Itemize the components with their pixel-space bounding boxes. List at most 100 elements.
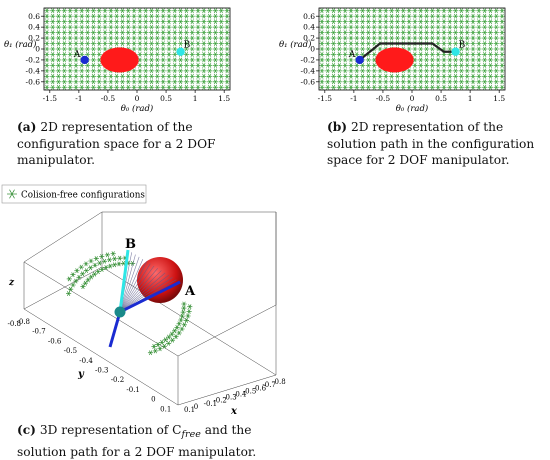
- free-config-marker: [137, 19, 143, 25]
- free-config-marker: [50, 73, 56, 79]
- free-config-marker: [354, 24, 360, 30]
- free-config-marker-stroke: [384, 24, 388, 30]
- free-config-marker: [212, 84, 219, 90]
- free-config-marker: [189, 24, 195, 30]
- free-config-marker-stroke: [320, 62, 324, 68]
- free-config-marker-stroke: [91, 73, 96, 79]
- free-config-marker-stroke: [494, 19, 498, 25]
- free-config-point-stroke: [121, 260, 126, 266]
- free-config-marker-stroke: [326, 79, 330, 85]
- free-config-marker: [441, 84, 447, 90]
- free-config-marker-stroke: [442, 41, 446, 46]
- free-config-marker: [224, 24, 230, 30]
- free-config-marker-stroke: [85, 52, 90, 57]
- free-config-marker: [172, 79, 178, 85]
- free-config-marker: [482, 24, 488, 30]
- free-config-marker: [201, 19, 207, 25]
- free-config-marker-stroke: [471, 19, 475, 25]
- free-config-marker-stroke: [225, 35, 229, 41]
- caption-a: (a) 2D representation of the configurati…: [17, 119, 257, 169]
- free-config-marker-stroke: [178, 30, 183, 36]
- free-config-point: [68, 286, 74, 292]
- free-config-marker: [482, 30, 488, 36]
- free-config-marker-stroke: [477, 41, 481, 46]
- free-config-marker-stroke: [343, 79, 347, 85]
- box-edge: [23, 211, 103, 263]
- free-config-marker: [342, 30, 348, 36]
- free-config-marker: [348, 8, 354, 14]
- free-config-marker: [487, 57, 494, 63]
- free-config-marker-stroke: [448, 8, 452, 14]
- free-config-marker: [218, 13, 224, 19]
- free-config-marker: [189, 84, 195, 90]
- free-config-point: [155, 342, 161, 347]
- free-config-point-stroke: [179, 317, 183, 323]
- free-config-marker: [212, 52, 219, 57]
- free-config-point-stroke: [118, 255, 122, 261]
- free-config-marker: [359, 8, 366, 14]
- free-config-marker-stroke: [132, 84, 136, 90]
- free-config-marker: [377, 79, 383, 85]
- free-config-marker: [389, 19, 395, 25]
- free-config-marker: [212, 62, 219, 68]
- free-config-marker: [96, 73, 102, 79]
- free-config-marker: [137, 62, 143, 68]
- free-config-marker: [90, 79, 97, 85]
- free-config-marker-stroke: [372, 57, 376, 63]
- free-config-point: [93, 256, 99, 261]
- free-config-marker-stroke: [68, 35, 72, 41]
- free-config-marker: [354, 68, 360, 74]
- free-config-marker: [131, 84, 137, 90]
- free-config-marker-stroke: [349, 8, 353, 14]
- free-config-marker-stroke: [453, 79, 458, 85]
- free-config-point: [103, 265, 109, 271]
- free-config-marker: [394, 19, 401, 25]
- free-config-point-stroke: [152, 343, 156, 349]
- free-config-marker-stroke: [103, 41, 107, 46]
- free-config-marker-stroke: [196, 19, 200, 25]
- free-config-marker-stroke: [178, 24, 183, 30]
- free-config-marker: [348, 30, 354, 36]
- free-config-marker: [330, 68, 337, 74]
- free-config-marker: [160, 41, 166, 46]
- free-config-marker: [79, 24, 85, 30]
- free-config-marker-stroke: [430, 73, 434, 79]
- free-config-marker-stroke: [483, 57, 487, 63]
- free-config-marker-stroke: [483, 79, 487, 85]
- free-config-marker: [44, 41, 50, 46]
- free-config-marker-stroke: [488, 19, 493, 25]
- free-config-marker-stroke: [360, 30, 365, 36]
- free-config-marker: [61, 35, 67, 41]
- free-config-marker: [342, 79, 348, 85]
- point-label-b: B: [184, 41, 191, 51]
- free-config-marker-stroke: [115, 35, 119, 41]
- free-config-marker-stroke: [494, 84, 498, 90]
- free-config-marker: [371, 13, 377, 19]
- free-config-marker: [365, 46, 372, 52]
- free-config-marker: [79, 62, 85, 68]
- free-config-marker-stroke: [74, 68, 78, 74]
- free-config-marker: [55, 73, 62, 79]
- free-config-marker-stroke: [45, 35, 49, 41]
- free-config-marker-stroke: [395, 30, 400, 36]
- free-config-marker-stroke: [80, 13, 84, 19]
- x-tick-label: -1.5: [43, 94, 58, 103]
- free-config-marker: [61, 30, 67, 36]
- free-config-marker-stroke: [103, 13, 107, 19]
- legend-marker-stroke: [9, 189, 15, 199]
- free-config-marker-stroke: [372, 84, 376, 90]
- free-config-marker-stroke: [126, 35, 130, 41]
- free-config-marker: [458, 35, 465, 41]
- free-config-point-stroke: [188, 304, 192, 310]
- free-config-marker-stroke: [459, 79, 464, 85]
- free-config-marker: [195, 24, 201, 30]
- free-config-marker-stroke: [326, 35, 330, 41]
- point-a: [355, 55, 364, 65]
- free-config-marker-stroke: [173, 57, 177, 63]
- free-config-marker-stroke: [178, 57, 183, 63]
- free-config-marker: [61, 13, 67, 19]
- free-config-marker: [325, 24, 331, 30]
- free-config-marker-stroke: [45, 68, 49, 74]
- free-config-marker: [44, 79, 50, 85]
- free-config-marker: [207, 24, 213, 30]
